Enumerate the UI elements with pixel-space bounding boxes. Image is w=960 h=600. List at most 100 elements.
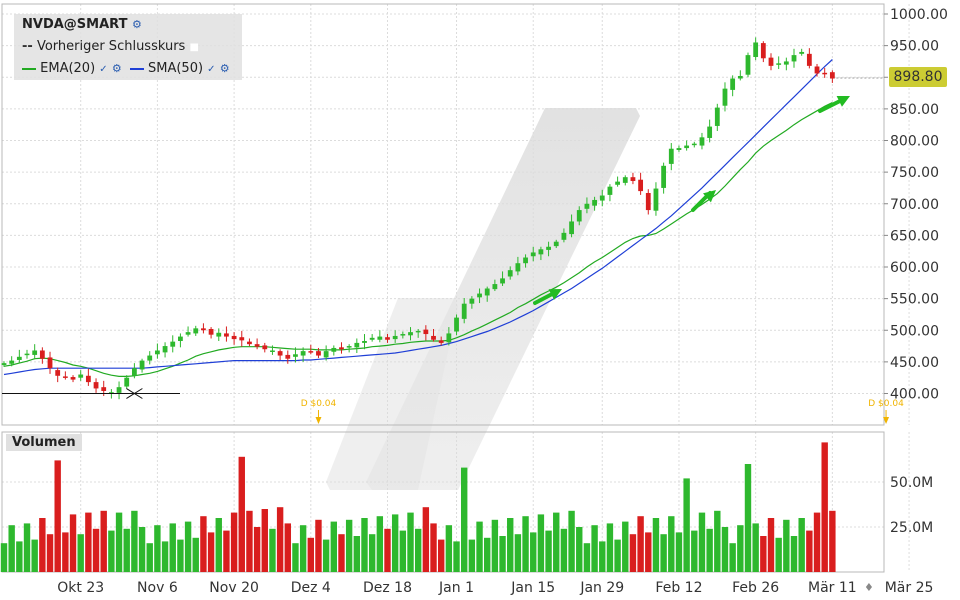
x-tick-label: Feb 26 bbox=[732, 580, 779, 596]
volume-bar bbox=[729, 543, 736, 572]
candle-body bbox=[500, 278, 505, 284]
legend-title[interactable]: NVDA@SMART ⚙ bbox=[22, 17, 142, 32]
candle-body bbox=[638, 179, 644, 192]
candle-body bbox=[400, 334, 406, 336]
y-tick-label: 800.00 bbox=[890, 134, 939, 150]
axes: 1000.00950.00900.00850.00800.00750.00700… bbox=[57, 7, 948, 596]
volume-bar bbox=[307, 537, 314, 572]
volume-bar bbox=[69, 514, 77, 572]
y-tick-label: 50.0M bbox=[890, 475, 933, 491]
candle-body bbox=[362, 341, 367, 343]
volume-bar bbox=[192, 537, 199, 572]
candle-body bbox=[39, 350, 45, 359]
volume-bar bbox=[23, 523, 31, 572]
candle-body bbox=[70, 377, 76, 380]
volume-bar bbox=[8, 525, 15, 572]
legend-prev-close[interactable]: -- Vorheriger Schlusskurs ■ bbox=[22, 39, 199, 54]
volume-bar bbox=[368, 534, 376, 572]
x-tick-label: Okt 23 bbox=[57, 580, 104, 596]
volume-bar bbox=[115, 512, 123, 572]
volume-bar bbox=[161, 541, 169, 572]
candle-body bbox=[193, 328, 199, 334]
candle-body bbox=[316, 351, 321, 356]
candle-body bbox=[16, 356, 22, 360]
volume-bar bbox=[138, 527, 146, 572]
candle-body bbox=[369, 337, 375, 340]
volume-bar bbox=[553, 512, 560, 572]
candle-body bbox=[408, 332, 413, 336]
candle-body bbox=[178, 336, 183, 342]
candle-body bbox=[760, 43, 766, 59]
volume-bar bbox=[698, 512, 706, 572]
candlesticks bbox=[1, 37, 835, 400]
volume-bar bbox=[215, 518, 222, 572]
volume-bar bbox=[284, 523, 291, 572]
volume-bar bbox=[54, 460, 61, 572]
candle-body bbox=[507, 270, 513, 277]
candle-body bbox=[622, 177, 628, 183]
volume-bar bbox=[744, 464, 752, 572]
scroll-marker-icon[interactable]: ♦ bbox=[864, 581, 874, 594]
candle-body bbox=[737, 75, 743, 79]
volume-bar bbox=[253, 527, 261, 572]
volume-bar bbox=[476, 521, 483, 572]
candle-body bbox=[538, 249, 544, 255]
candle-body bbox=[293, 354, 298, 357]
settings-icon[interactable]: ⚙ bbox=[219, 62, 230, 75]
checkmark-icon[interactable]: ✓ bbox=[207, 64, 216, 75]
x-tick-label: Dez 4 bbox=[291, 580, 331, 596]
candle-body bbox=[599, 195, 605, 201]
volume-bar bbox=[292, 543, 299, 572]
volume-bar bbox=[706, 528, 713, 572]
volume-bar bbox=[522, 516, 529, 572]
volume-bar bbox=[154, 525, 161, 572]
candle-body bbox=[392, 335, 398, 340]
volume-bar bbox=[484, 537, 491, 572]
y-tick-label: 500.00 bbox=[890, 323, 939, 339]
candle-body bbox=[484, 288, 490, 296]
volume-bar bbox=[92, 528, 100, 572]
x-tick-label: Feb 12 bbox=[655, 580, 702, 596]
volume-bar bbox=[315, 519, 322, 572]
volume-bar bbox=[675, 532, 683, 572]
volume-bar bbox=[399, 530, 407, 572]
volume-bar bbox=[683, 478, 690, 572]
volume-bar bbox=[177, 539, 184, 572]
price-panel-frame bbox=[1, 3, 885, 426]
y-tick-label: 450.00 bbox=[890, 355, 939, 371]
settings-icon[interactable]: ⚙ bbox=[131, 18, 142, 31]
square-icon[interactable]: ■ bbox=[189, 42, 199, 53]
volume-bar bbox=[560, 528, 568, 572]
dash-icon: -- bbox=[22, 39, 33, 54]
candle-body bbox=[446, 333, 452, 343]
volume-bar bbox=[599, 541, 606, 572]
candle-body bbox=[477, 293, 482, 298]
volume-bar bbox=[721, 527, 729, 572]
volume-bar bbox=[223, 530, 230, 572]
candle-body bbox=[431, 335, 436, 340]
candle-body bbox=[569, 221, 574, 235]
candle-body bbox=[247, 341, 252, 345]
volume-bar bbox=[361, 518, 368, 572]
sma-label[interactable]: SMA(50) bbox=[147, 61, 204, 76]
settings-icon[interactable]: ⚙ bbox=[111, 62, 122, 75]
checkmark-icon[interactable]: ✓ bbox=[99, 64, 108, 75]
dividend-label: D $0.04 bbox=[868, 399, 904, 409]
candle-body bbox=[354, 342, 360, 348]
candle-body bbox=[101, 387, 107, 391]
candle-body bbox=[776, 63, 782, 65]
candle-body bbox=[170, 341, 176, 347]
candle-body bbox=[653, 188, 659, 211]
volume-bar bbox=[131, 510, 138, 572]
candle-body bbox=[438, 340, 444, 343]
volume-bar bbox=[276, 507, 284, 572]
annotations: D $0.04 D $0.04 bbox=[2, 77, 904, 424]
volume-bar bbox=[645, 532, 652, 572]
candle-body bbox=[645, 192, 651, 211]
candle-body bbox=[561, 232, 567, 240]
ema-label[interactable]: EMA(20) bbox=[40, 61, 96, 76]
last-price-tag: 898.80 bbox=[889, 67, 947, 87]
candle-body bbox=[339, 347, 344, 350]
candle-body bbox=[1, 363, 7, 366]
volume-panel-label: Volumen bbox=[6, 434, 82, 451]
